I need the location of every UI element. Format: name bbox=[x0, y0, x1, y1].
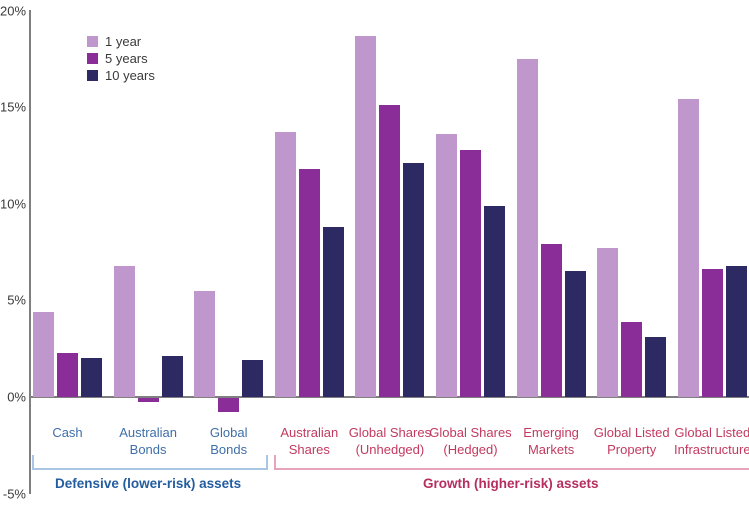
category-label-cash: Cash bbox=[52, 425, 83, 440]
y-tick-label-20: 20% bbox=[0, 3, 27, 19]
bar-1-year-emerging-markets bbox=[516, 58, 538, 397]
legend-swatch-icon bbox=[87, 36, 98, 47]
bar-1-year-cash bbox=[33, 311, 54, 397]
y-tick-label-5: -5% bbox=[2, 486, 26, 502]
bar-5-years-global-bonds bbox=[218, 398, 240, 412]
bar-10-years-australian-bonds bbox=[161, 356, 183, 397]
y-tick-label-10: 10% bbox=[0, 196, 27, 212]
section-title-defensive: Defensive (lower-risk) assets bbox=[55, 476, 242, 491]
legend-item-10-years: 10 years bbox=[87, 67, 155, 84]
bar-10-years-australian-shares bbox=[322, 226, 344, 397]
bar-5-years-global-listed-infrastructure bbox=[701, 269, 723, 397]
category-label-global-bonds: Global Bonds bbox=[209, 425, 248, 457]
bar-5-years-australian-shares bbox=[298, 169, 320, 397]
y-tick-label-5: 5% bbox=[7, 292, 26, 308]
bar-5-years-global-listed-property bbox=[621, 321, 643, 397]
bar-1-year-global-shares-hedged bbox=[436, 134, 457, 397]
category-label-emerging-markets: Emerging Markets bbox=[523, 425, 579, 457]
bar-5-years-australian-bonds bbox=[137, 398, 159, 402]
legend-label: 10 years bbox=[105, 68, 155, 83]
category-label-global-shares-unhedged: Global Shares (Unhedged) bbox=[348, 425, 432, 457]
bar-10-years-global-shares-hedged bbox=[484, 205, 505, 397]
section-title-growth: Growth (higher-risk) assets bbox=[423, 476, 599, 491]
legend-item-5-years: 5 years bbox=[87, 50, 155, 67]
category-label-global-shares-hedged: Global Shares (Hedged) bbox=[429, 425, 512, 457]
legend-swatch-icon bbox=[87, 70, 98, 81]
category-label-australian-bonds: Australian Bonds bbox=[119, 425, 177, 457]
bar-5-years-emerging-markets bbox=[540, 244, 562, 397]
legend-item-1-year: 1 year bbox=[87, 33, 155, 50]
bar-10-years-cash bbox=[81, 358, 102, 397]
bar-5-years-global-shares-unhedged bbox=[379, 105, 401, 397]
legend-swatch-icon bbox=[87, 53, 98, 64]
bar-5-years-global-shares-hedged bbox=[460, 149, 481, 397]
section-bracket-defensive bbox=[32, 455, 268, 470]
legend-label: 1 year bbox=[105, 34, 142, 49]
bar-1-year-australian-bonds bbox=[113, 265, 135, 397]
category-label-global-listed-infrastructure: Global Listed Infrastructure bbox=[674, 425, 749, 457]
y-tick-label-15: 15% bbox=[0, 99, 27, 115]
y-tick-label-0: 0% bbox=[7, 389, 26, 405]
legend: 1 year 5 years 10 years bbox=[87, 33, 155, 84]
x-axis-baseline bbox=[29, 396, 749, 398]
category-label-australian-shares: Australian Shares bbox=[280, 425, 339, 457]
bar-1-year-australian-shares bbox=[274, 132, 296, 397]
bar-5-years-cash bbox=[57, 352, 78, 397]
bar-10-years-global-listed-property bbox=[645, 337, 667, 397]
bar-1-year-global-shares-unhedged bbox=[355, 35, 377, 397]
category-label-global-listed-property: Global Listed Property bbox=[593, 425, 670, 457]
y-axis-line bbox=[29, 10, 31, 494]
bar-1-year-global-listed-property bbox=[597, 248, 619, 397]
bar-10-years-global-bonds bbox=[242, 360, 264, 397]
legend-label: 5 years bbox=[105, 51, 148, 66]
bar-1-year-global-listed-infrastructure bbox=[677, 99, 699, 397]
bar-10-years-global-shares-unhedged bbox=[403, 163, 425, 397]
bar-10-years-emerging-markets bbox=[564, 271, 586, 397]
bar-10-years-global-listed-infrastructure bbox=[725, 265, 747, 397]
bar-1-year-global-bonds bbox=[194, 290, 216, 397]
section-bracket-growth bbox=[274, 455, 749, 470]
